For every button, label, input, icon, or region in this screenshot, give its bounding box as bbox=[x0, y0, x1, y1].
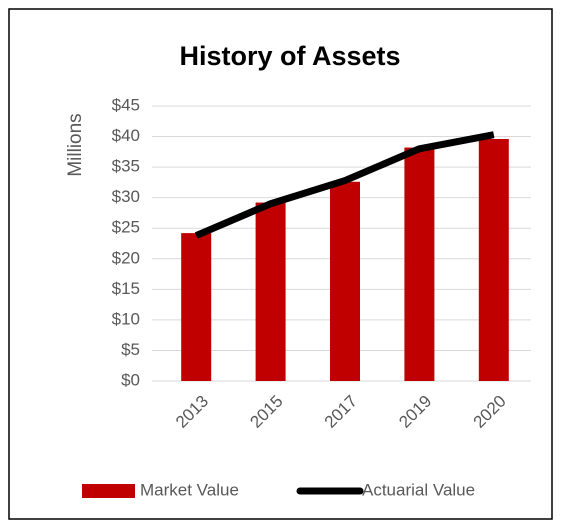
y-tick-label: $0 bbox=[121, 370, 140, 389]
chart-title: History of Assets bbox=[179, 41, 400, 71]
y-tick-label: $45 bbox=[112, 95, 140, 114]
y-tick-label: $10 bbox=[112, 309, 140, 328]
legend-swatch bbox=[82, 484, 135, 498]
y-tick-label: $20 bbox=[112, 248, 140, 267]
bar bbox=[404, 147, 435, 381]
y-tick-label: $30 bbox=[112, 187, 140, 206]
y-tick-label: $35 bbox=[112, 157, 140, 176]
y-tick-label: $25 bbox=[112, 218, 140, 237]
legend-label: Actuarial Value bbox=[362, 480, 475, 499]
bar bbox=[478, 139, 509, 381]
line bbox=[194, 131, 495, 239]
y-tick-label: $15 bbox=[112, 279, 140, 298]
bar bbox=[330, 181, 360, 381]
bar bbox=[181, 233, 212, 381]
y-axis-title: Millions bbox=[65, 113, 86, 176]
y-tick-label: $40 bbox=[112, 126, 140, 145]
legend-label: Market Value bbox=[140, 480, 239, 499]
y-tick-label: $5 bbox=[121, 340, 140, 359]
bar bbox=[255, 202, 286, 381]
